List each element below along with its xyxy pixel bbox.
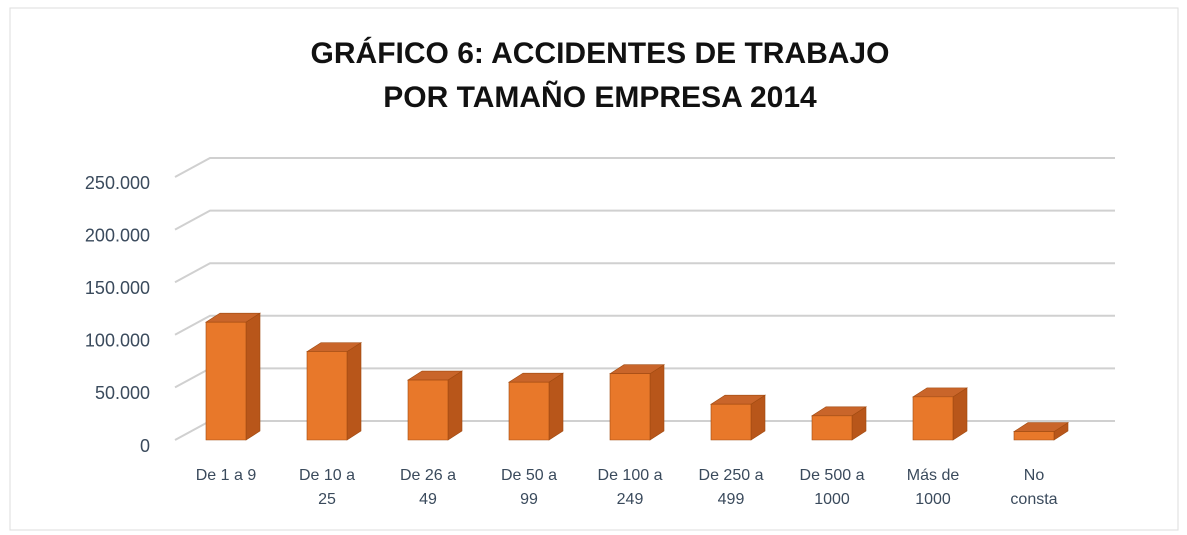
bar-face [710,403,752,441]
bar-face [205,321,247,441]
bar [709,394,767,441]
bar-face [548,372,564,441]
x-tick-label: De 26 a 49 [399,467,457,508]
y-tick-label: 0 [140,436,150,456]
y-tick-label: 250.000 [85,173,150,193]
y-tick-label: 200.000 [85,225,150,245]
bar-face [306,351,348,441]
bar-face [346,342,362,441]
grid-line [174,209,1115,231]
bar [305,342,363,441]
x-tick-label: De 1 a 9 [195,467,257,484]
grid-line [174,262,1115,284]
x-tick-label: De 100 a 249 [597,467,663,508]
bar [608,364,666,441]
bar-face [1013,431,1055,441]
y-tick-label: 50.000 [95,383,150,403]
x-tick-label: Más de 1000 [906,467,960,508]
x-tick-label: De 250 a 499 [698,467,764,508]
chart-title: GRÁFICO 6: ACCIDENTES DE TRABAJO POR TAM… [310,37,890,114]
bar-face [811,415,853,441]
chart-border [9,7,1179,531]
y-tick-label: 150.000 [85,278,150,298]
bar [1012,422,1070,441]
bar-face [912,396,954,441]
bar [204,312,262,441]
x-tick-label: De 10 a 25 [298,467,356,508]
x-tick-label: De 500 a 1000 [799,467,865,508]
bar-face [447,370,463,441]
bar-face [407,379,449,441]
bar-face [649,364,665,441]
bar [911,387,969,441]
bar [810,406,868,441]
bar-face [245,312,261,441]
y-tick-label: 100.000 [85,331,150,351]
x-tick-label: De 50 a 99 [500,467,558,508]
grid-line [174,157,1115,178]
bar-face [609,373,651,441]
x-tick-label: No consta [1010,467,1058,508]
grid-line [174,314,1115,336]
bar [406,370,464,441]
bar-face [508,381,550,441]
bar [507,372,565,441]
